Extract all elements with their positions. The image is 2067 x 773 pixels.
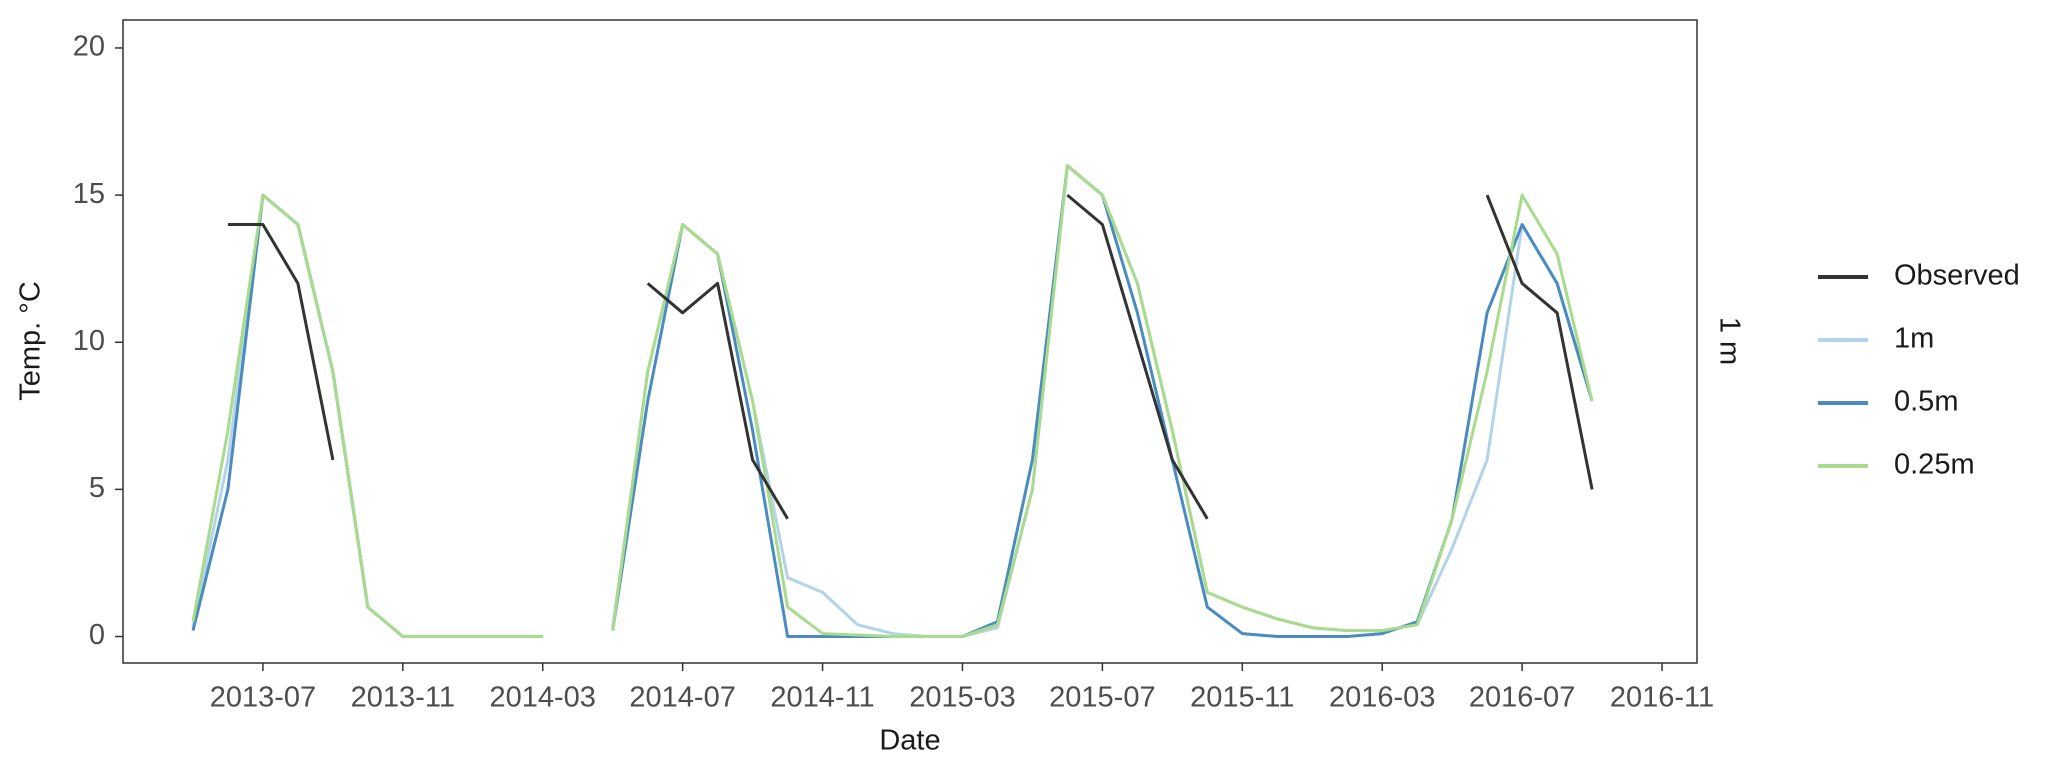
- series-line: [611, 164, 1594, 638]
- legend-label: 0.5m: [1894, 386, 1958, 418]
- x-tick-label: 2016-03: [1329, 682, 1435, 714]
- y-tick-label: 0: [89, 619, 105, 651]
- y-tick-label: 15: [73, 178, 105, 210]
- y-tick-label: 10: [73, 325, 105, 357]
- x-tick-label: 2016-07: [1469, 682, 1575, 714]
- legend-label: 0.25m: [1894, 449, 1975, 481]
- x-tick-label: 2014-07: [629, 682, 735, 714]
- series-line: [191, 193, 543, 638]
- x-tick-label: 2015-07: [1049, 682, 1155, 714]
- legend-label: Observed: [1894, 260, 2020, 292]
- series-line: [611, 164, 1594, 638]
- x-tick-label: 2016-11: [1610, 682, 1714, 714]
- y-tick-label: 5: [89, 472, 105, 504]
- y-tick-label: 20: [73, 31, 105, 63]
- series-line: [191, 193, 543, 638]
- series-line: [1485, 194, 1594, 490]
- x-tick-label: 2013-07: [210, 682, 316, 714]
- x-axis-title: Date: [879, 725, 940, 757]
- series-line: [227, 223, 335, 461]
- series-line: [1066, 193, 1209, 520]
- x-tick-label: 2015-11: [1190, 682, 1294, 714]
- series-line: [191, 193, 543, 638]
- x-tick-label: 2014-03: [490, 682, 596, 714]
- x-tick-label: 2013-11: [351, 682, 455, 714]
- x-tick-label: 2014-11: [770, 682, 874, 714]
- y-axis-title: Temp. °C: [15, 281, 47, 401]
- panel-border: [122, 19, 1698, 664]
- series-line: [646, 281, 789, 520]
- facet-label: 1 m: [1713, 317, 1745, 365]
- legend-label: 1m: [1894, 323, 1934, 355]
- x-tick-label: 2015-03: [909, 682, 1015, 714]
